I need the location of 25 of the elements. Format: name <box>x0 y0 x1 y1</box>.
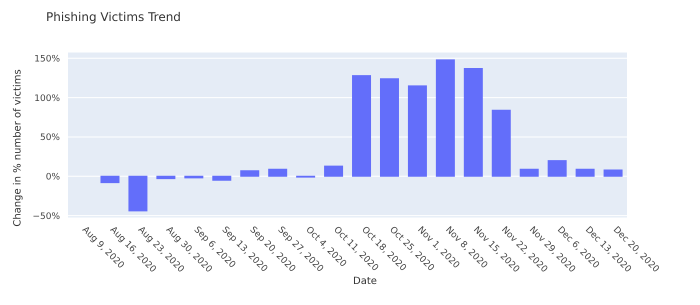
bar <box>408 85 427 177</box>
y-tick-label: 0% <box>46 172 60 182</box>
bar <box>128 176 148 212</box>
bar <box>436 59 455 177</box>
x-axis-title: Date <box>352 276 378 287</box>
bar <box>324 166 344 177</box>
bar <box>604 170 623 177</box>
y-tick-label: 100% <box>34 94 60 104</box>
bar <box>548 160 567 177</box>
bar <box>380 78 399 177</box>
bar <box>240 170 260 177</box>
y-tick-label: −50% <box>32 212 60 222</box>
bar <box>576 168 595 177</box>
bar <box>492 110 511 177</box>
bar <box>464 68 483 177</box>
bar <box>352 75 372 177</box>
y-axis-title: Change in % number of victims <box>12 69 24 227</box>
y-tick-label: 150% <box>34 54 60 64</box>
bar <box>212 176 232 181</box>
y-tick-label: 50% <box>40 133 60 144</box>
bar <box>100 176 120 184</box>
bar <box>156 176 176 180</box>
bar <box>268 168 288 177</box>
chart-title: Phishing Victims Trend <box>46 10 181 24</box>
bar <box>520 168 539 177</box>
